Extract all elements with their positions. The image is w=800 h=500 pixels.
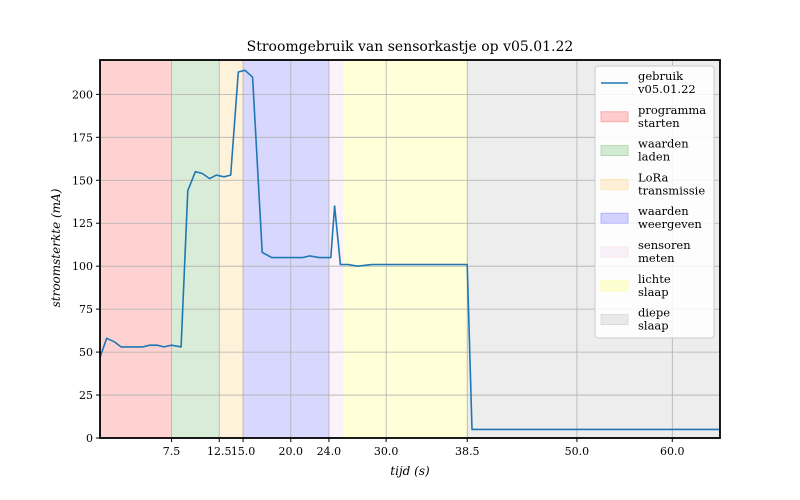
plot-frame <box>99 59 721 439</box>
legend-label-line: starten <box>638 116 680 130</box>
series-line-0 <box>100 69 720 431</box>
phase-region-0 <box>100 60 172 438</box>
x-tick-label-4: 24.0 <box>317 445 342 458</box>
legend-label-region-2: LoRa transmissie <box>638 170 705 197</box>
x-tick-label-0: 7.5 <box>163 445 181 458</box>
legend-swatch-region-2 <box>600 178 629 190</box>
y-tick-label-2: 50 <box>79 346 93 359</box>
legend-swatch-region-0 <box>600 111 629 123</box>
legend-swatch-region-4 <box>600 246 629 258</box>
legend-label-line: LoRa <box>638 170 668 184</box>
legend-label-line: laden <box>638 150 671 164</box>
legend-label-line: programma <box>638 103 706 117</box>
legend-box <box>594 65 715 339</box>
legend-swatch-region-3 <box>600 212 629 224</box>
y-tick-label-7: 175 <box>72 131 93 144</box>
y-axis: 0 25 50 75 100 125 150 175 200 <box>72 88 100 445</box>
legend-label-series-0: gebruik v05.01.22 <box>637 69 696 96</box>
legend-label-line: v05.01.22 <box>637 82 696 96</box>
legend-label-region-0: programma starten <box>638 103 706 130</box>
x-tick-label-5: 30.0 <box>374 445 399 458</box>
phase-region-1 <box>171 60 220 438</box>
x-tick-label-8: 60.0 <box>660 445 685 458</box>
legend-label-region-1: waarden laden <box>638 137 689 164</box>
legend-label-line: waarden <box>638 204 689 218</box>
legend-label-line: slaap <box>638 285 669 299</box>
legend-label-line: gebruik <box>638 69 684 83</box>
legend-label-region-3: waarden weergeven <box>638 204 702 231</box>
y-tick-label-6: 150 <box>72 174 93 187</box>
chart-title: Stroomgebruik van sensorkastje op v05.01… <box>247 39 574 55</box>
x-tick-label-3: 20.0 <box>279 445 304 458</box>
legend-swatch-region-1 <box>600 145 629 157</box>
legend-label-line: waarden <box>638 137 689 151</box>
y-axis-label: stroomsterkte (mA) <box>49 188 63 307</box>
legend-swatch-region-6 <box>600 314 629 326</box>
legend-swatch-region-5 <box>600 280 629 292</box>
legend-label-region-4: sensoren meten <box>638 238 691 265</box>
legend-label-line: transmissie <box>638 183 705 197</box>
y-tick-label-1: 25 <box>79 389 93 402</box>
y-tick-label-4: 100 <box>72 260 93 273</box>
series-layer <box>100 69 720 431</box>
legend-label-line: meten <box>638 251 675 265</box>
legend-label-line: weergeven <box>638 217 702 231</box>
x-axis: 7.5 12.5 15.0 20.0 24.0 30.0 38.5 50.0 60.0 <box>163 438 685 458</box>
legend-label-region-5: lichte slaap <box>638 272 671 299</box>
legend-label-line: lichte <box>638 272 671 286</box>
x-tick-label-2: 15.0 <box>231 445 256 458</box>
y-tick-label-8: 200 <box>72 88 93 101</box>
phase-region-5 <box>343 60 468 438</box>
y-tick-label-3: 75 <box>79 303 93 316</box>
x-tick-label-7: 50.0 <box>565 445 590 458</box>
y-tick-label-5: 125 <box>72 217 93 230</box>
legend-label-line: slaap <box>638 319 669 333</box>
legend-label-region-6: diepe slaap <box>638 306 670 333</box>
x-tick-label-6: 38.5 <box>455 445 480 458</box>
y-tick-label-0: 0 <box>86 432 93 445</box>
phase-region-3 <box>243 60 329 438</box>
phase-region-4 <box>328 60 344 438</box>
legend-label-line: sensoren <box>638 238 691 252</box>
x-tick-label-1: 12.5 <box>207 445 232 458</box>
grid-lines <box>100 60 720 439</box>
phase-region-2 <box>219 60 244 438</box>
x-axis-label: tijd (s) <box>390 464 430 478</box>
legend-label-line: diepe <box>638 306 670 320</box>
